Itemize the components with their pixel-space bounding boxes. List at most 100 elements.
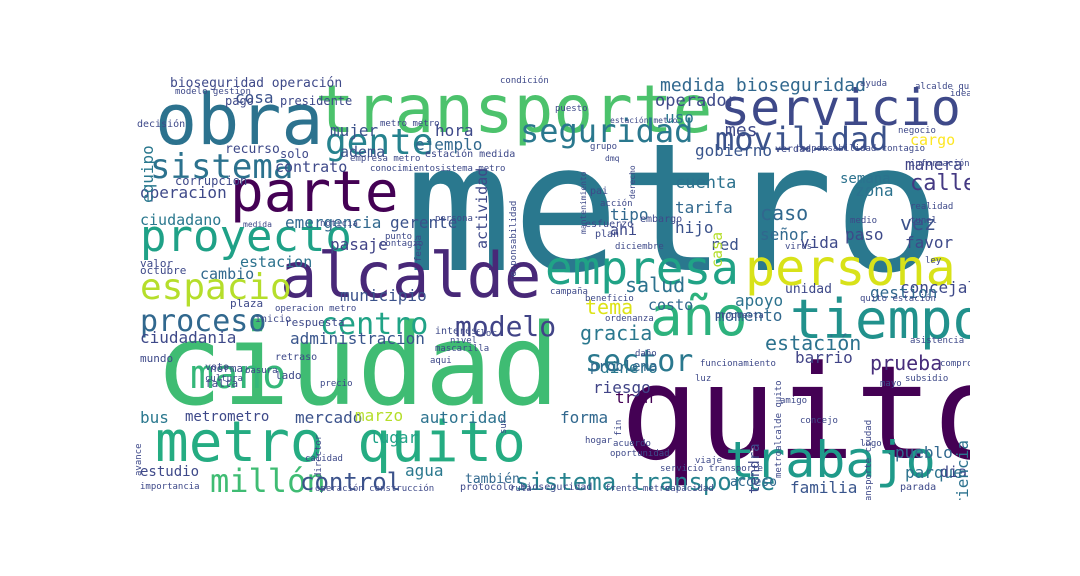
word-144: mantenimiento <box>579 171 588 234</box>
word-154: realidad <box>910 202 954 212</box>
word-93: también <box>465 472 520 487</box>
word-186: servicio transporte <box>660 464 763 474</box>
word-194: protocolo bioseguridad <box>460 482 593 493</box>
word-148: diciembre <box>615 242 664 252</box>
word-180: mascarilla <box>435 344 490 354</box>
word-60: pueblo <box>895 443 953 462</box>
word-1: quito <box>620 337 970 489</box>
word-174: logo <box>860 439 882 449</box>
word-159: alcalde quito <box>915 82 970 92</box>
word-8: empresa <box>545 241 739 295</box>
word-35: vez <box>900 211 937 235</box>
word-166: propuesta <box>715 311 764 321</box>
word-165: ordenanza <box>605 314 654 324</box>
word-200: director <box>314 435 324 479</box>
word-163: campaña <box>550 287 588 297</box>
word-115: inicio <box>255 314 292 325</box>
word-167: quito estación <box>860 294 936 304</box>
word-42: ciudadano <box>140 211 222 229</box>
word-30: cosa <box>235 88 274 107</box>
word-80: pasaje <box>330 235 388 254</box>
word-57: riesgo <box>593 378 651 397</box>
word-172: amigo <box>780 396 808 406</box>
word-4: obra <box>155 79 324 161</box>
word-112: lado <box>275 369 302 382</box>
word-70: ahi <box>610 221 638 239</box>
word-178: flor <box>475 329 497 339</box>
word-3: transporte <box>315 75 713 148</box>
word-158: idea <box>950 89 970 99</box>
word-38: gracia <box>580 321 653 345</box>
word-86: señor <box>760 225 809 244</box>
word-97: casa <box>708 232 726 269</box>
word-169: compromiso <box>940 359 970 369</box>
word-190: hogar <box>585 436 613 446</box>
word-88: cargo <box>910 131 956 149</box>
word-181: aqui <box>430 356 452 366</box>
word-69: tipo <box>610 205 649 224</box>
word-0: metro <box>405 105 941 312</box>
word-110: mundo <box>140 352 174 365</box>
word-71: paso <box>845 225 884 244</box>
word-191: sur <box>499 418 509 435</box>
word-152: información <box>910 159 970 169</box>
word-128: persona <box>435 214 473 224</box>
word-168: asistencia <box>910 336 965 346</box>
word-27: control <box>300 468 402 496</box>
word-143: esfuerzo <box>585 219 634 230</box>
word-87: barrio <box>795 348 853 367</box>
word-24: sector <box>585 344 694 379</box>
word-58: dinero <box>600 358 658 377</box>
word-72: zona <box>855 181 894 200</box>
word-65: favor <box>905 233 954 252</box>
word-cloud: metroquitociudadtransporteobraservicioal… <box>135 75 970 500</box>
word-196: ruta <box>510 484 532 494</box>
word-149: verdad <box>775 144 812 155</box>
word-2: ciudad <box>155 301 560 431</box>
word-183: funcionamiento <box>700 359 776 369</box>
word-111: norma <box>210 362 244 375</box>
word-29: bioseguridad operación <box>170 76 343 91</box>
word-193: calidad <box>305 454 343 464</box>
word-145: derecho <box>628 165 637 199</box>
word-95: adema <box>340 143 386 161</box>
word-136: condición <box>500 76 549 86</box>
word-198: capacidad <box>665 484 714 494</box>
word-124: noticia <box>320 219 358 229</box>
word-36: salud <box>625 273 686 297</box>
word-16: gente <box>325 122 434 163</box>
word-23: modelo <box>455 310 557 343</box>
word-138: estación metro <box>610 116 678 125</box>
word-104: presidente <box>280 94 353 108</box>
word-98: experiencia <box>953 440 970 500</box>
word-176: operacion metro <box>275 304 357 314</box>
word-6: alcalde <box>280 239 542 312</box>
word-43: municipio <box>340 286 427 305</box>
word-90: dia <box>940 463 968 481</box>
word-47: emergencia <box>285 213 382 232</box>
word-122: importancia <box>140 482 200 492</box>
word-130: conocimiento <box>370 164 436 174</box>
word-18: movilidad <box>715 120 889 158</box>
word-74: gobierno <box>695 141 773 160</box>
word-139: grupo <box>590 142 618 152</box>
word-64: apoyo <box>735 291 784 310</box>
word-189: acuerdo <box>613 439 651 449</box>
word-199: parada <box>900 482 937 493</box>
word-170: subsidio <box>905 374 949 384</box>
word-142: acción <box>600 199 633 209</box>
word-153: tunel <box>910 216 938 226</box>
word-133: estación medida <box>425 149 516 160</box>
word-156: virus <box>785 242 813 252</box>
word-147: plan <box>595 229 620 240</box>
word-53: agua <box>405 461 444 480</box>
word-15: espacio <box>140 267 292 308</box>
word-48: estacion <box>240 253 313 271</box>
word-161: responsabilidad <box>509 201 519 283</box>
word-52: lugar <box>370 428 419 447</box>
word-68: hijo <box>675 218 714 237</box>
word-34: caso <box>760 201 809 225</box>
word-119: precio <box>320 379 353 389</box>
word-45: administracion <box>290 329 425 348</box>
word-113: voto <box>205 362 230 373</box>
